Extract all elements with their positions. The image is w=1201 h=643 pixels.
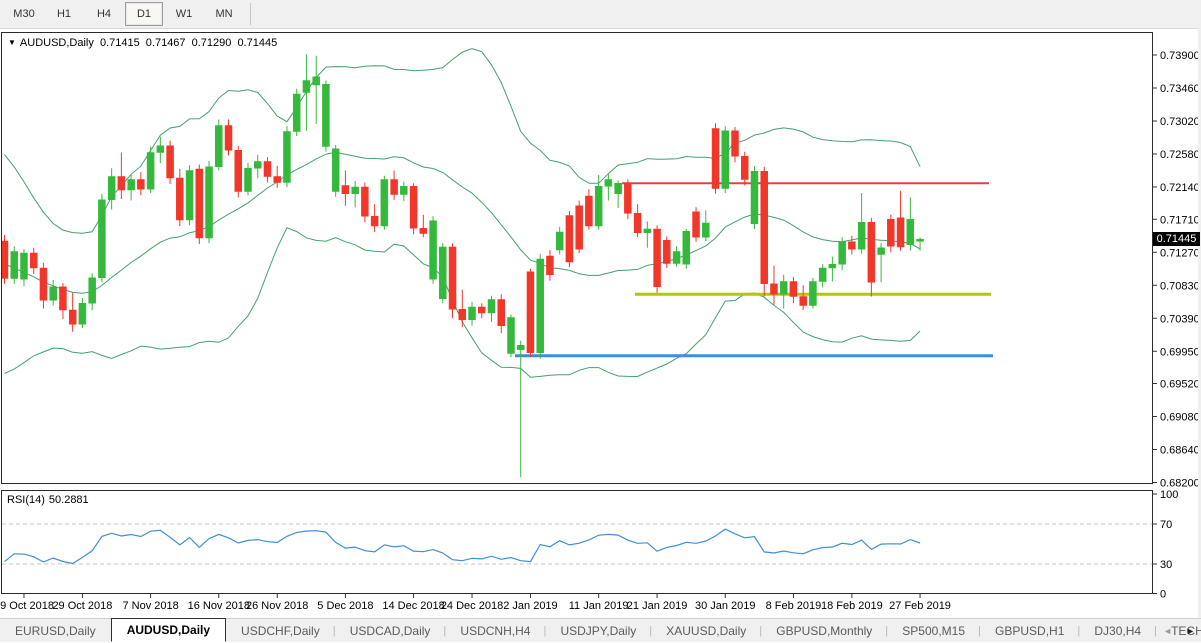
svg-text:0.72580: 0.72580	[1160, 149, 1200, 161]
svg-text:24 Dec 2018: 24 Dec 2018	[441, 600, 503, 612]
chart-tab-usdjpy[interactable]: USDJPY,Daily	[543, 619, 651, 642]
svg-text:30 Jan 2019: 30 Jan 2019	[695, 600, 756, 612]
chart-dropdown-arrow-icon[interactable]: ▼	[8, 38, 16, 47]
tab-scroll-left-icon[interactable]: ◄	[1163, 626, 1173, 636]
timeframe-toolbar: M30 H1 H4 D1 W1 MN	[0, 0, 1201, 29]
rsi-line	[4, 528, 921, 565]
ohlc-low: 0.71290	[191, 37, 232, 49]
chart-tab-eurusd[interactable]: EURUSD,Daily	[15, 623, 96, 638]
panel-borders	[1, 32, 1153, 594]
svg-text:8 Feb 2019: 8 Feb 2019	[766, 600, 822, 612]
svg-text:0.72140: 0.72140	[1160, 182, 1200, 194]
chart-tab-tech100[interactable]: TECH100,H1	[1154, 619, 1201, 642]
rsi-name: RSI(14)	[7, 494, 45, 506]
svg-text:18 Feb 2019: 18 Feb 2019	[821, 600, 883, 612]
svg-text:0.73900: 0.73900	[1160, 50, 1200, 62]
svg-text:0.71270: 0.71270	[1160, 247, 1200, 259]
svg-text:7 Nov 2018: 7 Nov 2018	[122, 600, 178, 612]
chart-tab-xauusd[interactable]: XAUUSD,Daily	[649, 619, 761, 642]
svg-text:0.70830: 0.70830	[1160, 280, 1200, 292]
svg-text:100: 100	[1160, 489, 1178, 501]
rsi-panel: 100 70 30 0	[2, 489, 1178, 601]
svg-text:0.69520: 0.69520	[1160, 379, 1200, 391]
current-price-badge: 0.71445	[1153, 232, 1200, 246]
svg-text:5 Dec 2018: 5 Dec 2018	[317, 600, 373, 612]
svg-text:29 Oct 2018: 29 Oct 2018	[52, 600, 112, 612]
chart-tab-gbpusd[interactable]: GBPUSD,Monthly	[759, 619, 887, 642]
svg-text:26 Nov 2018: 26 Nov 2018	[246, 600, 308, 612]
tab-scroll-right-icon[interactable]: ►	[1186, 626, 1195, 636]
toolbar-separator	[250, 3, 251, 25]
chart-canvas[interactable]: 0.73900 0.73460 0.73020 0.72580 0.72140 0.717…	[0, 0, 1201, 618]
chart-tab-usdchf[interactable]: USDCHF,Daily	[241, 623, 320, 638]
svg-text:11 Jan 2019: 11 Jan 2019	[569, 600, 629, 612]
svg-text:14 Dec 2018: 14 Dec 2018	[382, 600, 444, 612]
bb-middle-band	[4, 151, 921, 294]
timeframe-button-d1[interactable]: D1	[125, 2, 163, 26]
ohlc-high: 0.71467	[145, 37, 186, 49]
svg-text:0.73460: 0.73460	[1160, 83, 1200, 95]
price-axis: 0.73900 0.73460 0.73020 0.72580 0.72140 0.717…	[1152, 50, 1200, 490]
svg-text:21 Jan 2019: 21 Jan 2019	[627, 600, 688, 612]
svg-text:16 Nov 2018: 16 Nov 2018	[188, 600, 250, 612]
svg-text:19 Oct 2018: 19 Oct 2018	[0, 600, 54, 612]
chart-tab-audusd[interactable]: AUDUSD,Daily	[110, 618, 227, 642]
rsi-value: 50.2881	[48, 494, 89, 506]
chart-tab-usdcad[interactable]: USDCAD,Daily	[333, 619, 446, 642]
svg-text:0.69080: 0.69080	[1160, 412, 1200, 424]
svg-text:0.68640: 0.68640	[1160, 445, 1200, 457]
chart-tab-gbpusd[interactable]: GBPUSD,H1	[978, 619, 1079, 642]
window-edge	[1198, 0, 1201, 618]
svg-text:0.70390: 0.70390	[1160, 313, 1200, 325]
timeframe-button-h4[interactable]: H4	[96, 8, 112, 20]
bb-upper-band	[4, 48, 921, 234]
svg-text:0.68200: 0.68200	[1160, 478, 1200, 490]
timeframe-button-w1[interactable]: W1	[175, 8, 193, 20]
rsi-indicator-label: RSI(14) 50.2881	[7, 494, 93, 506]
chart-tab-bar: EURUSD,Daily AUDUSD,Daily USDCHF,Daily USDC…	[0, 618, 1201, 642]
svg-text:0.69950: 0.69950	[1160, 346, 1200, 358]
svg-text:27 Feb 2019: 27 Feb 2019	[889, 600, 951, 612]
chart-symbol-label: AUDUSD,Daily	[19, 37, 94, 49]
svg-text:0.71710: 0.71710	[1160, 214, 1200, 226]
svg-text:70: 70	[1160, 519, 1172, 531]
chart-tab-sp500[interactable]: SP500,M15	[885, 619, 980, 642]
svg-text:0: 0	[1160, 589, 1166, 601]
chart-title: ▼ AUDUSD,Daily 0.71415 0.71467 0.71290 0.…	[8, 37, 280, 49]
svg-text:0.73020: 0.73020	[1160, 116, 1200, 128]
chart-tab-usdcnh[interactable]: USDCNH,H4	[443, 619, 545, 642]
svg-text:30: 30	[1160, 559, 1172, 571]
timeframe-button-mn[interactable]: MN	[215, 8, 233, 20]
svg-text:2 Jan 2019: 2 Jan 2019	[503, 600, 557, 612]
chart-tab-dj30[interactable]: DJ30,H4	[1077, 619, 1156, 642]
bollinger-bands	[4, 48, 921, 378]
ohlc-close: 0.71445	[237, 37, 278, 49]
ohlc-open: 0.71415	[99, 37, 140, 49]
timeframe-button-h1[interactable]: H1	[56, 8, 72, 20]
timeframe-button-m30[interactable]: M30	[13, 8, 35, 20]
tab-scroll-buttons: ◄ ►	[1163, 619, 1195, 643]
candles-layer	[2, 54, 924, 478]
